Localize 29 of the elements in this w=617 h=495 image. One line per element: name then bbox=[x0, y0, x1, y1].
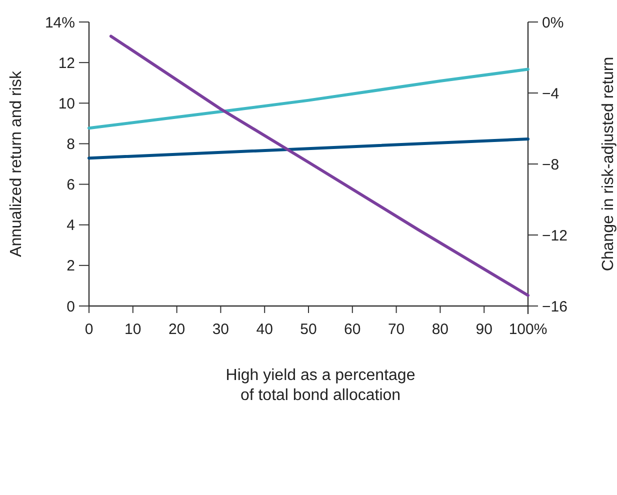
y-tick-label: 8 bbox=[66, 136, 75, 153]
y2-tick-label: −8 bbox=[542, 156, 560, 174]
y2-tick-label: 0% bbox=[542, 14, 564, 32]
y-axis-title: Annualized return and risk bbox=[8, 70, 25, 257]
y-tick-label: 4 bbox=[66, 217, 75, 234]
x-tick-label: 0 bbox=[84, 321, 94, 338]
line-series bbox=[88, 68, 530, 130]
x-tick-label: 20 bbox=[168, 321, 186, 338]
y2-tick-label: −16 bbox=[542, 298, 568, 316]
y-tick-label: 6 bbox=[66, 176, 75, 194]
x-tick-label: 60 bbox=[344, 321, 361, 338]
y-tick-label: 2 bbox=[66, 258, 75, 275]
y2-axis-title: Change in risk-adjusted return bbox=[600, 56, 617, 272]
y-tick-label: 12 bbox=[58, 54, 75, 72]
y2-tick-label: −4 bbox=[542, 85, 560, 102]
x-tick-label: 50 bbox=[300, 321, 317, 338]
x-tick-label: 70 bbox=[388, 321, 405, 338]
x-tick-label: 90 bbox=[476, 321, 492, 338]
y-tick-label: 10 bbox=[58, 95, 75, 112]
x-tick-label: 80 bbox=[432, 321, 449, 338]
x-axis-title: High yield as a percentage of total bond allocation bbox=[226, 367, 416, 404]
line-series bbox=[109, 34, 530, 297]
y2-tick-label: −12 bbox=[542, 227, 568, 244]
x-tick-label: 40 bbox=[256, 321, 273, 338]
x-tick-label: 30 bbox=[212, 321, 230, 338]
x-tick-label: 10 bbox=[124, 321, 142, 338]
x-tick-label: 100% bbox=[508, 321, 548, 338]
y-tick-label: 0 bbox=[66, 298, 75, 316]
y-tick-label: 14% bbox=[44, 14, 75, 32]
